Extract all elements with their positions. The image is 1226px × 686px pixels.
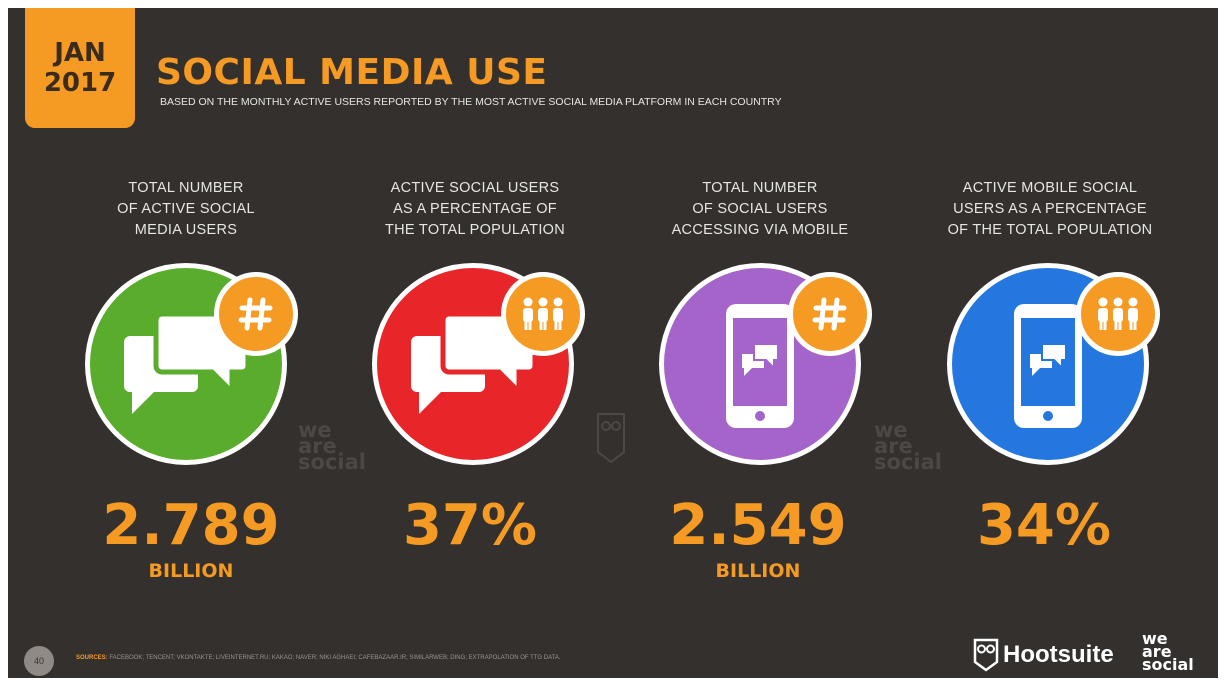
hashtag-icon bbox=[788, 272, 872, 356]
sources-label: SOURCES: bbox=[76, 655, 108, 661]
logo-line: social bbox=[1142, 655, 1194, 674]
stat-label-text: TOTAL NUMBER OF SOCIAL USERS ACCESSING V… bbox=[671, 180, 849, 238]
stat-label-4: ACTIVE MOBILE SOCIAL USERS AS A PERCENTA… bbox=[915, 178, 1185, 244]
slide: JAN 2017 SOCIAL MEDIA USE BASED ON THE M… bbox=[8, 8, 1218, 678]
stat-label-text: ACTIVE SOCIAL USERS AS A PERCENTAGE OF T… bbox=[384, 180, 566, 238]
date-month: JAN bbox=[54, 38, 106, 68]
we-are-social-logo: we are social bbox=[1142, 629, 1194, 674]
date-year: 2017 bbox=[43, 68, 117, 98]
people-icon bbox=[1076, 272, 1160, 356]
stat-value-1: 2.789 bbox=[102, 493, 280, 558]
watermark-we-are-social-1: we are social bbox=[298, 418, 366, 474]
owl-icon bbox=[973, 638, 999, 672]
watermark-line: are bbox=[298, 434, 337, 458]
watermark-line: we bbox=[874, 418, 908, 442]
hootsuite-logo: Hootsuite bbox=[973, 638, 1114, 672]
stat-unit-3: BILLION bbox=[715, 560, 801, 582]
watermark-line: are bbox=[874, 434, 913, 458]
stat-label-3: TOTAL NUMBER OF SOCIAL USERS ACCESSING V… bbox=[625, 178, 895, 244]
hootsuite-owl-watermark-icon bbox=[596, 412, 626, 468]
people-icon bbox=[501, 272, 585, 356]
logo-line: we bbox=[1142, 629, 1168, 648]
date-badge: JAN 2017 bbox=[25, 8, 135, 128]
page-number: 40 bbox=[24, 646, 54, 676]
stat-value-3: 2.549 bbox=[669, 493, 847, 558]
sources-text: FACEBOOK; TENCENT; VKONTAKTE; LIVEINTERN… bbox=[109, 655, 561, 661]
stat-value-2: 37% bbox=[402, 493, 538, 558]
page-subtitle: BASED ON THE MONTHLY ACTIVE USERS REPORT… bbox=[160, 96, 782, 108]
stat-label-2: ACTIVE SOCIAL USERS AS A PERCENTAGE OF T… bbox=[340, 178, 610, 244]
watermark-line: we bbox=[298, 418, 332, 442]
stat-value-4: 34% bbox=[976, 493, 1112, 558]
hootsuite-wordmark: Hootsuite bbox=[1003, 641, 1114, 668]
hashtag-icon bbox=[214, 272, 298, 356]
mobile-phone-icon bbox=[1014, 304, 1082, 428]
watermark-line: social bbox=[298, 450, 366, 474]
watermark-line: social bbox=[874, 450, 942, 474]
stat-label-1: TOTAL NUMBER OF ACTIVE SOCIAL MEDIA USER… bbox=[51, 178, 321, 244]
stat-unit-1: BILLION bbox=[148, 560, 234, 582]
stat-label-text: TOTAL NUMBER OF ACTIVE SOCIAL MEDIA USER… bbox=[117, 180, 255, 238]
sources-line: SOURCES: FACEBOOK; TENCENT; VKONTAKTE; L… bbox=[76, 655, 561, 661]
stat-label-text: ACTIVE MOBILE SOCIAL USERS AS A PERCENTA… bbox=[947, 180, 1153, 238]
mobile-phone-icon bbox=[726, 304, 794, 428]
watermark-we-are-social-2: we are social bbox=[874, 418, 942, 474]
page-title: SOCIAL MEDIA USE bbox=[156, 52, 548, 93]
logo-line: are bbox=[1142, 642, 1172, 661]
